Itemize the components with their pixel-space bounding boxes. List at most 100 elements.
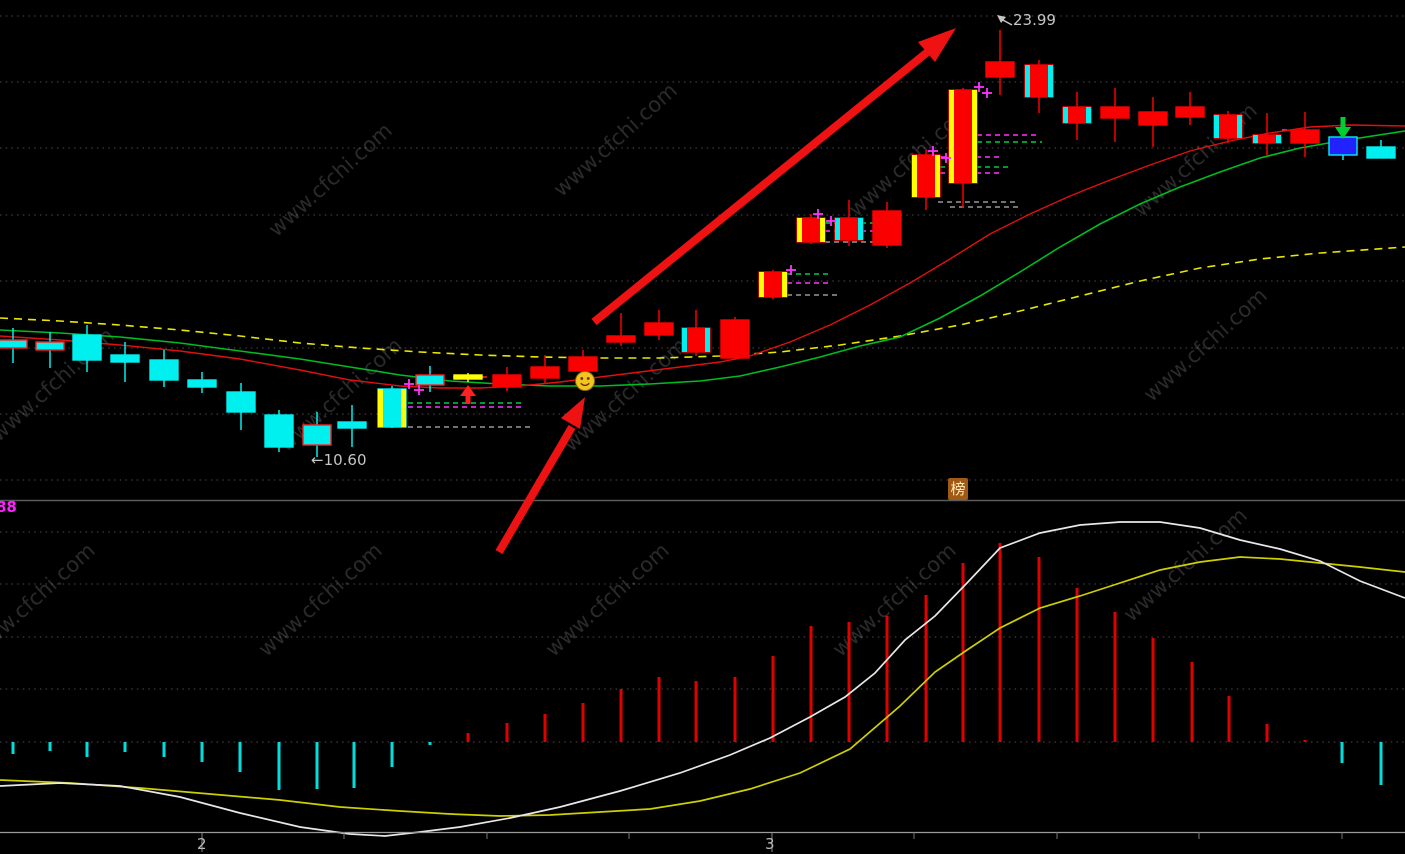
candle-body bbox=[606, 335, 636, 343]
candle-body bbox=[149, 359, 179, 381]
candle-body bbox=[1138, 111, 1168, 126]
sell-signal-arrow-icon bbox=[1340, 117, 1346, 128]
macd-bar-down bbox=[200, 742, 204, 762]
indicator-value-label: 88 bbox=[0, 498, 17, 516]
macd-bar-up bbox=[657, 677, 661, 742]
candle-stripe bbox=[949, 90, 954, 183]
macd-bar-up bbox=[505, 723, 509, 742]
dif-white bbox=[0, 521, 1405, 837]
macd-bar-down bbox=[1379, 742, 1383, 785]
macd-bar-up bbox=[885, 616, 889, 742]
macd-bar-down bbox=[11, 742, 15, 754]
candle-stripe bbox=[1253, 135, 1258, 143]
high-label-hook bbox=[997, 15, 1006, 23]
candle-body bbox=[337, 421, 367, 429]
smiley-marker bbox=[575, 371, 595, 391]
macd-bar-down bbox=[48, 742, 52, 751]
macd-bar-down bbox=[352, 742, 356, 788]
smiley-face-icon bbox=[575, 371, 595, 391]
candle-stripe bbox=[1276, 135, 1281, 143]
candle-body bbox=[264, 414, 294, 448]
macd-bar-up bbox=[466, 733, 470, 742]
watermark-text: www.cfchi.com bbox=[541, 538, 674, 661]
candle-body bbox=[0, 339, 28, 349]
candle-body bbox=[1328, 136, 1358, 156]
macd-bar-up bbox=[771, 656, 775, 742]
big-red-arrow-head bbox=[561, 397, 585, 429]
watermark-text: www.cfchi.com bbox=[559, 333, 692, 456]
macd-bar-up bbox=[1265, 724, 1269, 742]
watermarks: www.cfchi.com www.cfchi.com www.cfchi.com w… bbox=[0, 78, 1272, 661]
plus-markers bbox=[404, 82, 992, 395]
candle-body bbox=[187, 379, 217, 388]
annotation-arrows bbox=[460, 15, 1351, 555]
big-red-arrow-head bbox=[918, 28, 956, 62]
macd-bar-up bbox=[1113, 612, 1117, 742]
candle-stripe bbox=[858, 218, 863, 240]
candle-body bbox=[985, 61, 1015, 78]
macd-bar-up bbox=[733, 677, 737, 742]
macd-bar-up bbox=[581, 703, 585, 742]
candle-stripe bbox=[797, 218, 802, 242]
macd-bar-up bbox=[1227, 696, 1231, 742]
candle-stripe bbox=[820, 218, 825, 242]
candle-stripe bbox=[835, 218, 840, 240]
ma-green bbox=[0, 130, 1405, 387]
candle-stripe bbox=[1025, 65, 1030, 97]
moving-averages bbox=[0, 124, 1405, 389]
dea-yellow bbox=[0, 556, 1405, 817]
big-red-arrow-shaft bbox=[591, 46, 933, 326]
macd-bar-down bbox=[390, 742, 394, 767]
candle-body bbox=[492, 374, 522, 388]
watermark-text: www.cfchi.com bbox=[254, 538, 387, 661]
macd-bar-down bbox=[123, 742, 127, 752]
candle-body bbox=[453, 374, 483, 380]
ma-red bbox=[0, 124, 1405, 389]
candle-body bbox=[872, 210, 902, 246]
candle-stripe bbox=[1237, 115, 1242, 138]
candle-body bbox=[720, 319, 750, 359]
macd-bar-up bbox=[1190, 662, 1194, 742]
watermark-text: www.cfchi.com bbox=[1139, 283, 1272, 406]
macd-bar-up bbox=[809, 626, 813, 742]
macd-bar-down bbox=[428, 742, 432, 745]
candle-stripe bbox=[935, 155, 940, 197]
rank-badge[interactable]: 榜 bbox=[948, 478, 968, 500]
gridlines bbox=[0, 15, 1405, 743]
candle-body bbox=[1290, 129, 1320, 144]
high-price-label: 23.99 bbox=[1013, 11, 1056, 29]
macd-bar-up bbox=[694, 681, 698, 742]
candle-body bbox=[110, 354, 140, 363]
candle-body bbox=[1366, 146, 1396, 159]
candle-body bbox=[530, 366, 560, 379]
macd-bar-down bbox=[277, 742, 281, 790]
candle-stripe bbox=[782, 272, 787, 297]
candle-body bbox=[302, 424, 332, 446]
candle-body bbox=[35, 341, 65, 351]
candle-stripe bbox=[1048, 65, 1053, 97]
macd-bar-up bbox=[998, 543, 1002, 742]
candle-body bbox=[226, 391, 256, 413]
candle-body bbox=[1175, 106, 1205, 118]
macd-bar-up bbox=[1303, 740, 1307, 742]
watermark-text: www.cfchi.com bbox=[264, 118, 397, 241]
candle-body bbox=[415, 374, 445, 386]
sell-signal-arrow-icon bbox=[1335, 127, 1351, 139]
candle-stripe bbox=[378, 389, 383, 427]
macd-bar-up bbox=[1037, 557, 1041, 742]
macd-bar-down bbox=[162, 742, 166, 757]
macd-bar-down bbox=[85, 742, 89, 757]
candle-stripe bbox=[705, 328, 710, 352]
macd-bar-down bbox=[238, 742, 242, 772]
candle-stripe bbox=[759, 272, 764, 297]
candle-body bbox=[644, 322, 674, 336]
watermark-text: www.cfchi.com bbox=[0, 538, 100, 661]
big-red-arrow-shaft bbox=[495, 424, 576, 555]
macd-bar-up bbox=[924, 595, 928, 742]
candle-body bbox=[568, 356, 598, 372]
candle-stripe bbox=[682, 328, 687, 352]
candle-stripe bbox=[912, 155, 917, 197]
macd-panel bbox=[0, 521, 1405, 837]
axis bbox=[0, 499, 1405, 852]
